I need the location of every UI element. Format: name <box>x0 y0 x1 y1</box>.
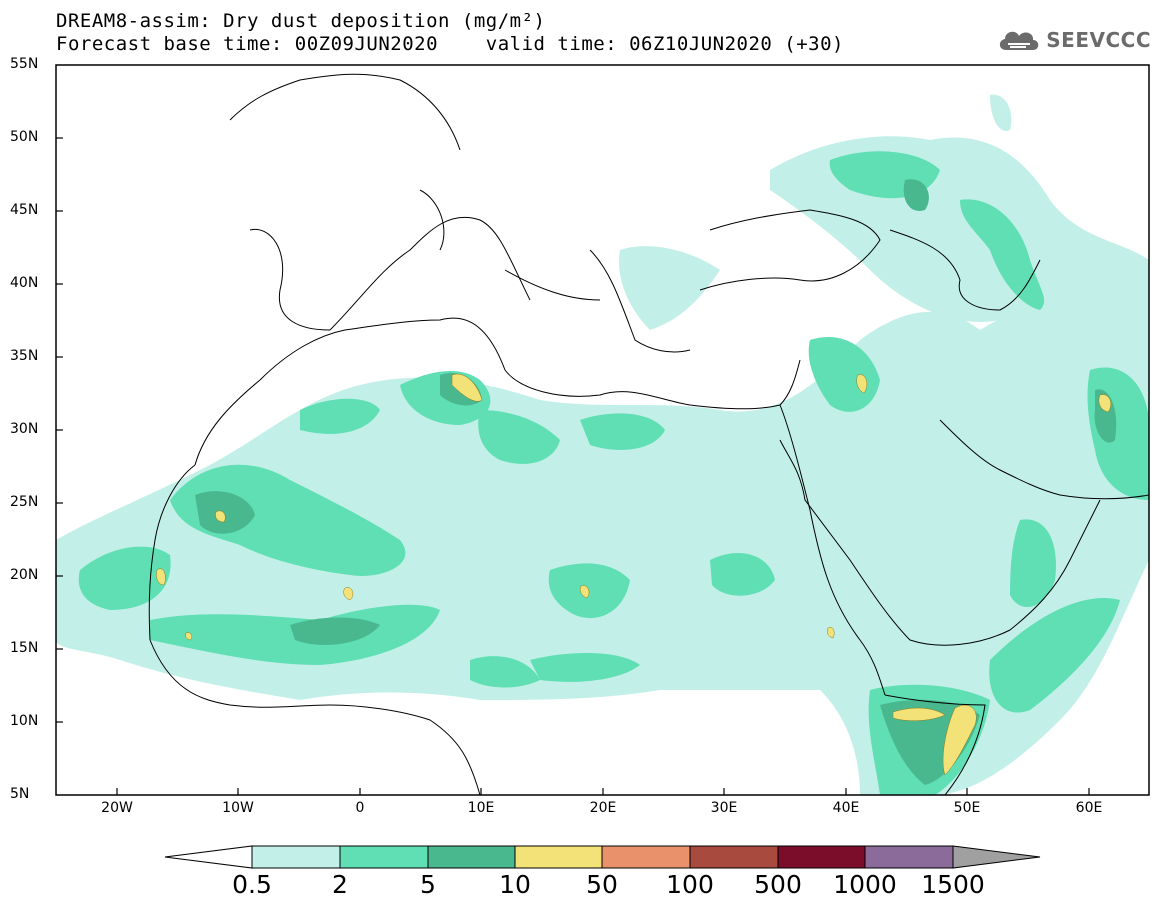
chart-title: DREAM8-assim: Dry dust deposition (mg/m²… <box>56 10 546 32</box>
lat-tick-label: 10N <box>10 713 39 729</box>
lon-tick-label: 30E <box>710 800 738 816</box>
colorbar-bin-2 <box>339 845 429 869</box>
lon-tick-label: 50E <box>953 800 981 816</box>
lon-tick-label: 10W <box>222 800 254 816</box>
chart-subtitle: Forecast base time: 00Z09JUN2020 valid t… <box>56 33 844 55</box>
lat-tick-label: 55N <box>10 56 39 72</box>
lat-tick-label: 50N <box>10 129 39 145</box>
colorbar-label: 10 <box>499 870 531 899</box>
colorbar-label: 2 <box>332 870 348 899</box>
cloud-icon <box>1000 31 1039 50</box>
lon-tick-label: 40E <box>832 800 860 816</box>
colorbar-label: 100 <box>666 870 714 899</box>
colorbar-label: 1000 <box>833 870 897 899</box>
colorbar-bin-1 <box>251 845 341 869</box>
colorbar-label: 50 <box>586 870 618 899</box>
lon-tick-label: 60E <box>1075 800 1103 816</box>
colorbar-bin-6 <box>689 845 779 869</box>
lon-tick-label: 20W <box>101 800 133 816</box>
lat-tick-label: 35N <box>10 348 39 364</box>
colorbar-bin-8 <box>864 845 954 869</box>
lat-tick-label: 25N <box>10 494 39 510</box>
colorbar-bin-4 <box>514 845 603 869</box>
colorbar-bin-5 <box>601 845 691 869</box>
lat-tick-label: 40N <box>10 275 39 291</box>
lon-tick-label: 10E <box>467 800 495 816</box>
colorbar-low-arrow <box>164 845 253 869</box>
lat-tick-label: 30N <box>10 421 39 437</box>
colorbar-label: 1500 <box>921 870 985 899</box>
colorbar-bin-3 <box>427 845 516 869</box>
coastlines <box>148 73 1149 795</box>
tick-marks <box>56 137 1090 795</box>
seevccc-logo: SEEVCCC <box>996 26 1151 54</box>
logo-text: SEEVCCC <box>1046 28 1151 52</box>
colorbar-label: 500 <box>754 870 802 899</box>
colorbar-bin-7 <box>777 845 866 869</box>
colorbar-high-arrow <box>952 845 1041 869</box>
lat-tick-label: 20N <box>10 567 39 583</box>
lon-tick-label: 0 <box>355 800 365 816</box>
lat-tick-label: 45N <box>10 202 39 218</box>
lat-tick-label: 15N <box>10 640 39 656</box>
colorbar-label: 0.5 <box>232 870 272 899</box>
dust-deposition-field <box>56 94 1149 795</box>
colorbar-label: 5 <box>420 870 436 899</box>
colorbar <box>164 845 1041 869</box>
lon-tick-label: 20E <box>589 800 617 816</box>
lat-tick-label: 5N <box>10 786 30 802</box>
